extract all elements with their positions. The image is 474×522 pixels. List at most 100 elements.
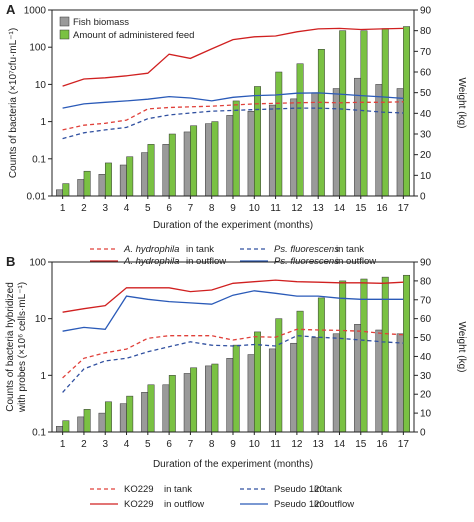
x-tick-label: 8 <box>209 203 215 214</box>
bar-amount-of-administered-feed <box>211 121 219 197</box>
bar-fish-biomass <box>332 333 340 433</box>
bar-amount-of-administered-feed <box>232 344 240 433</box>
bar-amount-of-administered-feed <box>190 125 198 197</box>
bar-amount-of-administered-feed <box>104 401 112 433</box>
legend-label-species: Pseudo 120 <box>274 499 325 510</box>
bar-fish-biomass <box>141 152 149 197</box>
left-tick-label: 0.1 <box>32 154 46 165</box>
bar-amount-of-administered-feed <box>403 26 410 197</box>
legend-label-bar: Amount of administered feed <box>73 30 194 41</box>
bar-fish-biomass <box>183 373 191 433</box>
x-tick-label: 14 <box>334 203 346 214</box>
bar-fish-biomass <box>268 104 276 197</box>
bar-fish-biomass <box>162 144 170 197</box>
bar-fish-biomass <box>290 98 298 197</box>
bar-fish-biomass <box>354 324 362 433</box>
legend-label-species: KO229 <box>124 484 154 495</box>
bar-amount-of-administered-feed <box>381 276 389 433</box>
x-tick-label: 7 <box>188 439 194 450</box>
left-tick-label: 10 <box>35 80 47 91</box>
series-line-ko229-in-tank <box>62 328 404 379</box>
x-tick-label: 11 <box>270 439 281 450</box>
right-tick-label: 60 <box>420 68 432 79</box>
bar-amount-of-administered-feed <box>275 71 283 197</box>
right-tick-label: 10 <box>420 409 432 420</box>
bar-fish-biomass <box>98 412 106 433</box>
bar-fish-biomass <box>396 333 404 433</box>
bar-amount-of-administered-feed <box>168 133 176 197</box>
panel-label: B <box>6 254 15 269</box>
bar-amount-of-administered-feed <box>254 331 261 433</box>
right-tick-label: 90 <box>420 6 432 17</box>
series-line-a-hydrophila-in-outflow <box>62 27 404 87</box>
right-tick-label: 30 <box>420 371 432 382</box>
bar-amount-of-administered-feed <box>296 63 304 197</box>
right-tick-label: 0 <box>420 428 426 439</box>
right-tick-label: 70 <box>420 47 432 58</box>
left-tick-label: 10 <box>35 314 47 325</box>
bar-amount-of-administered-feed <box>104 162 112 197</box>
right-tick-label: 60 <box>420 314 432 325</box>
bar-fish-biomass <box>77 179 85 197</box>
legend-label-place: in tank <box>186 244 214 255</box>
bar-amount-of-administered-feed <box>168 375 176 433</box>
bar-amount-of-administered-feed <box>317 297 325 433</box>
right-tick-label: 80 <box>420 26 432 37</box>
y-axis-title-left: Counts of bacteria (×10⁷cfu·mL⁻¹) <box>8 28 19 178</box>
legend-label-place: in tank <box>336 244 364 255</box>
bar-fish-biomass <box>247 111 255 197</box>
x-tick-label: 17 <box>398 439 410 450</box>
bar-fish-biomass <box>119 164 127 197</box>
legend-label-species: A. hydrophila <box>123 244 179 255</box>
legend-label-place: in outflow <box>164 499 204 510</box>
y-axis-title-left-line1: Counts of bacteria hybridized <box>5 282 16 412</box>
legend-label-place: in outflow <box>314 499 354 510</box>
bar-fish-biomass <box>290 342 298 433</box>
legend-label-species: Ps. fluorescens <box>274 244 339 255</box>
bar-fish-biomass <box>332 88 340 197</box>
x-tick-label: 12 <box>291 203 303 214</box>
x-tick-label: 3 <box>102 203 108 214</box>
bar-amount-of-administered-feed <box>83 170 91 197</box>
bar-amount-of-administered-feed <box>83 409 91 433</box>
bar-amount-of-administered-feed <box>232 100 240 197</box>
bar-amount-of-administered-feed <box>62 420 70 433</box>
series-line-ps-fluorescens-in-tank <box>62 107 404 140</box>
bar-amount-of-administered-feed <box>126 156 134 197</box>
right-tick-label: 50 <box>420 88 432 99</box>
left-tick-label: 1000 <box>24 6 47 17</box>
bar-fish-biomass <box>268 348 276 433</box>
x-tick-label: 14 <box>334 439 346 450</box>
x-tick-label: 4 <box>124 203 130 214</box>
x-tick-label: 13 <box>313 439 325 450</box>
bar-fish-biomass <box>119 403 127 433</box>
x-tick-label: 4 <box>124 439 130 450</box>
right-tick-label: 40 <box>420 109 432 120</box>
bar-amount-of-administered-feed <box>147 144 155 197</box>
x-tick-label: 2 <box>81 439 87 450</box>
left-tick-label: 1 <box>40 371 46 382</box>
x-tick-label: 5 <box>145 439 151 450</box>
bar-amount-of-administered-feed <box>403 274 410 433</box>
series-line-ps-fluorescens-in-outflow <box>62 92 404 109</box>
bar-amount-of-administered-feed <box>254 86 261 197</box>
x-tick-label: 1 <box>60 439 66 450</box>
legend-label-bar: Fish biomass <box>73 17 129 28</box>
legend-label-species: Pseudo 120 <box>274 484 325 495</box>
left-tick-label: 0.1 <box>32 428 46 439</box>
bar-amount-of-administered-feed <box>62 183 70 197</box>
x-tick-label: 17 <box>398 203 410 214</box>
x-tick-label: 7 <box>188 203 194 214</box>
bar-amount-of-administered-feed <box>339 30 347 197</box>
x-tick-label: 10 <box>249 203 261 214</box>
x-tick-label: 15 <box>355 439 367 450</box>
bar-amount-of-administered-feed <box>339 280 347 433</box>
series-line-ko229-in-outflow <box>62 279 404 313</box>
x-tick-label: 6 <box>166 439 172 450</box>
bar-fish-biomass <box>226 115 234 197</box>
x-tick-label: 11 <box>270 203 281 214</box>
right-tick-label: 30 <box>420 130 432 141</box>
right-tick-label: 10 <box>420 171 432 182</box>
